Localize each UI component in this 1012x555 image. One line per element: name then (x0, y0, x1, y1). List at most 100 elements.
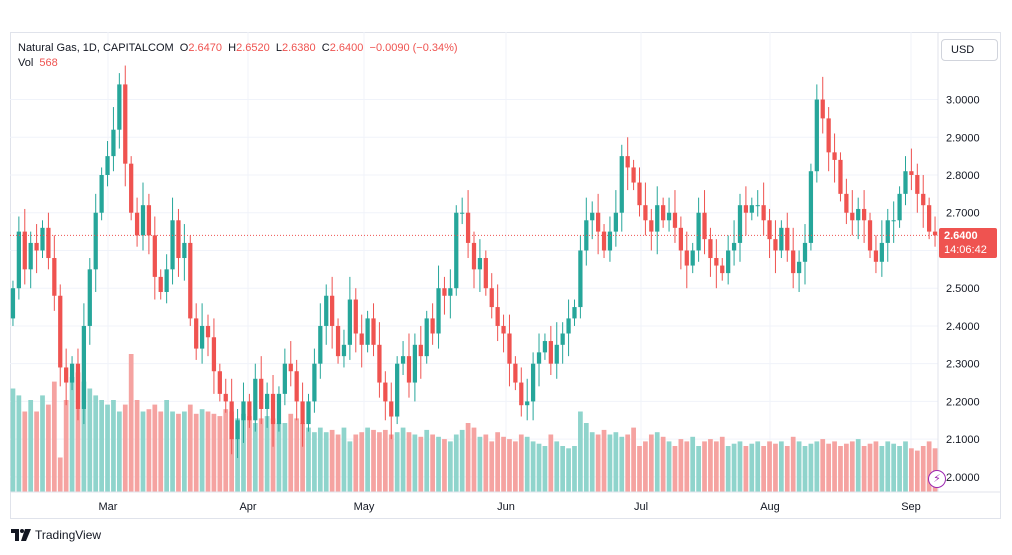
volume-bar (447, 441, 453, 492)
candle-body (720, 265, 725, 274)
candle-body (495, 307, 500, 326)
volume-bar (176, 413, 181, 492)
candle-body (471, 242, 477, 270)
ohlc-legend-row: Natural Gas, 1D, CAPITALCOM O2.6470 H2.6… (18, 41, 458, 56)
volume-bar (832, 441, 837, 492)
volume-bar (152, 404, 158, 492)
volume-bar (489, 441, 495, 492)
volume-bars (10, 354, 938, 492)
candle-body (649, 220, 654, 232)
volume-value: 568 (39, 57, 58, 69)
volume-bar (388, 434, 394, 492)
candle-body (873, 250, 879, 262)
candle-body (211, 337, 217, 372)
candle-body (170, 220, 175, 270)
candle-body (513, 363, 518, 383)
volume-bar (548, 434, 554, 492)
candle-body (164, 269, 169, 292)
volume-bar (122, 404, 128, 492)
volume-bar (773, 443, 778, 492)
candle-body (217, 371, 222, 394)
volume-label[interactable]: Vol (18, 57, 34, 69)
candle-body (123, 84, 128, 164)
volume-bar (377, 432, 382, 492)
candle-body (702, 212, 707, 240)
candle-body (932, 231, 938, 236)
y-tick-label: 2.3000 (946, 359, 980, 371)
candle-body (152, 235, 157, 277)
currency-button[interactable]: USD (941, 39, 998, 61)
volume-bar (182, 411, 187, 492)
volume-bar (743, 446, 749, 492)
volume-bar (382, 429, 388, 492)
candle-body (247, 401, 252, 421)
candle-body (22, 231, 27, 270)
candle-body (182, 242, 187, 259)
high-label: H (228, 42, 237, 54)
candle-body (578, 250, 583, 308)
symbol-title[interactable]: Natural Gas, 1D, CAPITALCOM (18, 42, 174, 54)
candle-body (814, 99, 819, 172)
volume-bar (678, 439, 684, 492)
volume-bar (406, 432, 412, 492)
candle-body (684, 250, 689, 266)
candle-body (672, 212, 678, 228)
volume-legend-row: Vol 568 (18, 56, 458, 71)
volume-bar (270, 418, 276, 492)
lightning-icon[interactable]: ⚡ (928, 470, 946, 488)
y-tick-label: 3.0000 (946, 95, 980, 107)
volume-bar (755, 441, 761, 492)
candle-body (708, 239, 713, 259)
candle-body (129, 163, 134, 213)
volume-bar (867, 443, 873, 492)
volume-bar (684, 441, 690, 492)
candle-body (158, 276, 163, 292)
candle-body (613, 212, 618, 232)
volume-bar (323, 432, 329, 492)
candle-body (590, 212, 595, 221)
candle-body (424, 318, 429, 357)
close-value: 2.6400 (329, 42, 364, 54)
candle-body (383, 382, 388, 402)
candle-body (796, 261, 802, 274)
high-value: 2.6520 (236, 42, 270, 54)
x-tick-label: Sep (901, 501, 921, 513)
legend: Natural Gas, 1D, CAPITALCOM O2.6470 H2.6… (18, 41, 458, 71)
tradingview-logo[interactable]: TradingView (11, 528, 101, 542)
low-label: L (275, 42, 282, 54)
candle-body (259, 378, 264, 409)
candle-body (666, 212, 672, 221)
candle-body (134, 212, 140, 236)
y-tick-label: 2.9000 (946, 132, 980, 144)
candle-body (560, 333, 565, 345)
volume-bar (778, 441, 784, 492)
x-tick-label: May (354, 501, 375, 513)
volume-bar (696, 446, 701, 492)
candle-body (223, 393, 228, 402)
candle-body (595, 212, 601, 232)
candle-body (353, 299, 358, 334)
open-label: O (179, 42, 189, 54)
volume-bar (909, 448, 914, 492)
candle-body (389, 401, 394, 417)
candle-body (199, 325, 205, 349)
candle-body (826, 118, 831, 153)
volume-bar (46, 404, 51, 492)
candle-body (897, 193, 902, 221)
volume-bar (140, 411, 146, 492)
candle-body (229, 401, 234, 440)
candle-body (418, 344, 423, 357)
volume-bar (276, 423, 282, 492)
volume-bar (99, 400, 104, 492)
candle-body (465, 212, 471, 243)
candle-body (879, 242, 884, 262)
volume-bar (619, 436, 625, 492)
volume-bar (471, 427, 477, 492)
candle-body (324, 295, 329, 326)
volume-bar (436, 436, 441, 492)
low-value: 2.6380 (282, 42, 316, 54)
candle-body (601, 231, 607, 251)
volume-bar (583, 423, 589, 492)
volume-bar (412, 434, 418, 492)
